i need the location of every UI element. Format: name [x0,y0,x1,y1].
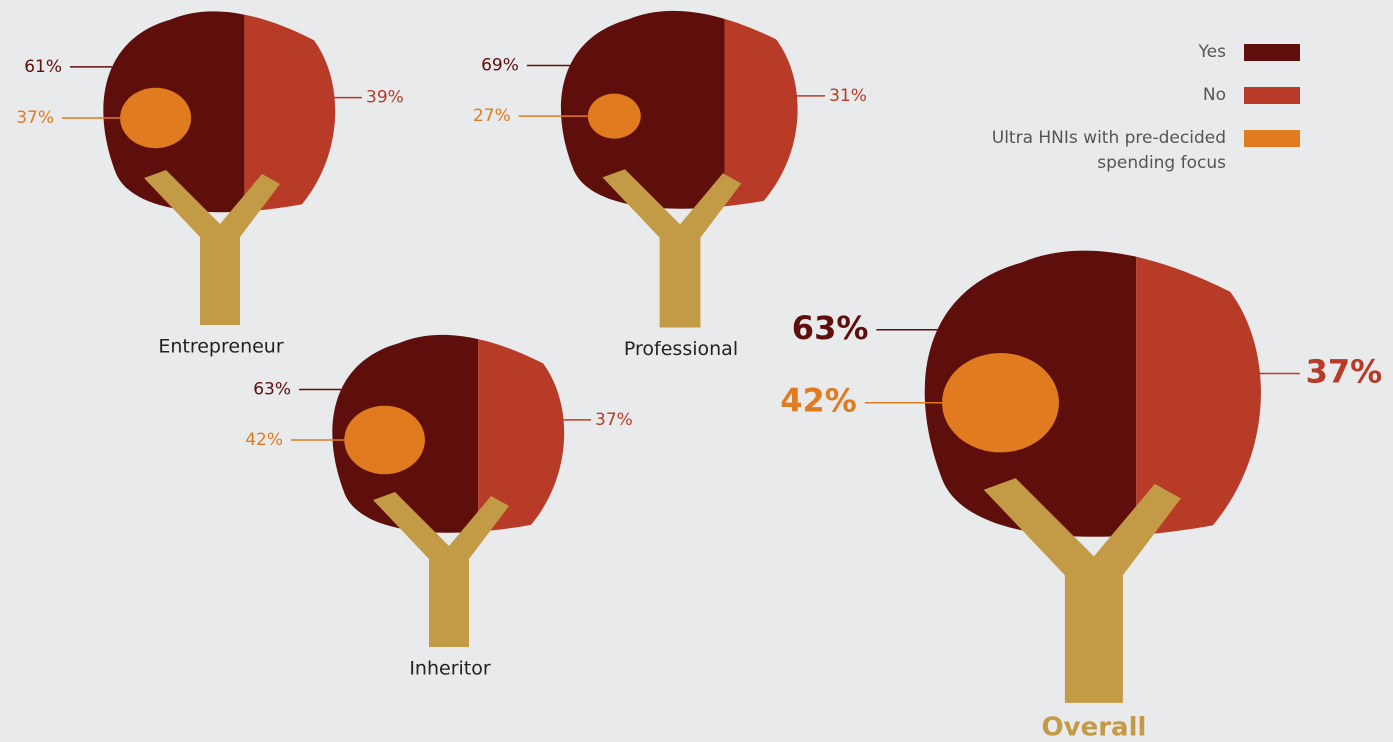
legend-label: Yes [946,40,1226,65]
pre-decided-label: 37% [16,108,54,128]
category-label: Professional [624,338,738,360]
legend: Yes No Ultra HNIs with pre-decided spendin… [900,40,1300,194]
legend-item: Yes [900,40,1300,65]
pre-decided-blob [588,94,641,139]
pre-decided-blob [120,88,191,148]
category-label: Inheritor [409,658,491,680]
legend-label: Ultra HNIs with pre-decided spending foc… [946,126,1226,176]
pre-decided-label: 42% [245,430,283,450]
yes-label: 63% [253,380,291,400]
no-label: 39% [366,88,404,108]
yes-label: 69% [481,56,519,76]
yes-label: 63% [792,309,869,347]
category-label: Overall [1042,712,1147,742]
pre-decided-label: 27% [473,106,511,126]
page: 61% 39% 37% Entrepreneur 69% 31% 27% Profession… [0,0,1393,742]
legend-swatch [1244,44,1300,61]
no-label: 31% [829,86,867,106]
pre-decided-label: 42% [780,382,857,420]
legend-swatch [1244,130,1300,147]
category-label: Entrepreneur [158,336,283,358]
pre-decided-blob [344,406,425,475]
pre-decided-blob [942,353,1059,452]
no-label: 37% [1306,353,1383,391]
legend-item: No [900,83,1300,108]
legend-label: No [946,83,1226,108]
no-label: 37% [595,410,633,430]
legend-item: Ultra HNIs with pre-decided spending foc… [900,126,1300,176]
yes-label: 61% [24,57,62,77]
legend-swatch [1244,87,1300,104]
